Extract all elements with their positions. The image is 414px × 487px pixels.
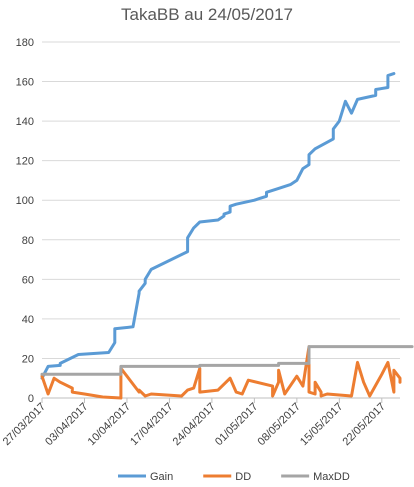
plot-area (40, 72, 414, 400)
y-tick-label: 0 (28, 393, 34, 405)
y-axis: 0 20 40 60 80 100 120 140 160 180 (16, 37, 34, 405)
x-tick-label: 27/03/2017 (1, 401, 48, 448)
x-tick-label: 03/04/2017 (43, 401, 90, 448)
gridlines (42, 41, 400, 399)
legend-label: Gain (150, 471, 173, 483)
x-tick-label: 15/05/2017 (298, 401, 345, 448)
y-tick-label: 120 (16, 156, 34, 168)
chart-title: TakaBB au 24/05/2017 (121, 5, 293, 24)
legend-label: MaxDD (313, 471, 350, 483)
x-tick-label: 08/05/2017 (256, 401, 303, 448)
x-tick-label: 01/05/2017 (213, 401, 260, 448)
series-line-gain (40, 72, 396, 380)
x-tick-label: 22/05/2017 (340, 401, 387, 448)
x-axis: 27/03/201703/04/201710/04/201717/04/2017… (1, 397, 400, 448)
legend-item-dd: DD (203, 471, 251, 483)
x-tick-label: 24/04/2017 (171, 401, 218, 448)
x-tick-label: 17/04/2017 (128, 401, 175, 448)
legend-label: DD (235, 471, 251, 483)
legend-item-maxdd: MaxDD (281, 471, 350, 483)
y-tick-label: 40 (22, 314, 34, 326)
y-tick-label: 160 (16, 77, 34, 89)
y-tick-label: 180 (16, 37, 34, 49)
y-tick-label: 60 (22, 274, 34, 286)
series-line-maxdd (40, 345, 414, 376)
y-tick-label: 100 (16, 195, 34, 207)
x-tick-label: 10/04/2017 (86, 401, 133, 448)
y-tick-label: 20 (22, 353, 34, 365)
series-line-dd (40, 345, 402, 400)
legend-item-gain: Gain (118, 471, 173, 483)
y-tick-label: 140 (16, 116, 34, 128)
y-tick-label: 80 (22, 235, 34, 247)
legend: Gain DD MaxDD (118, 471, 350, 483)
